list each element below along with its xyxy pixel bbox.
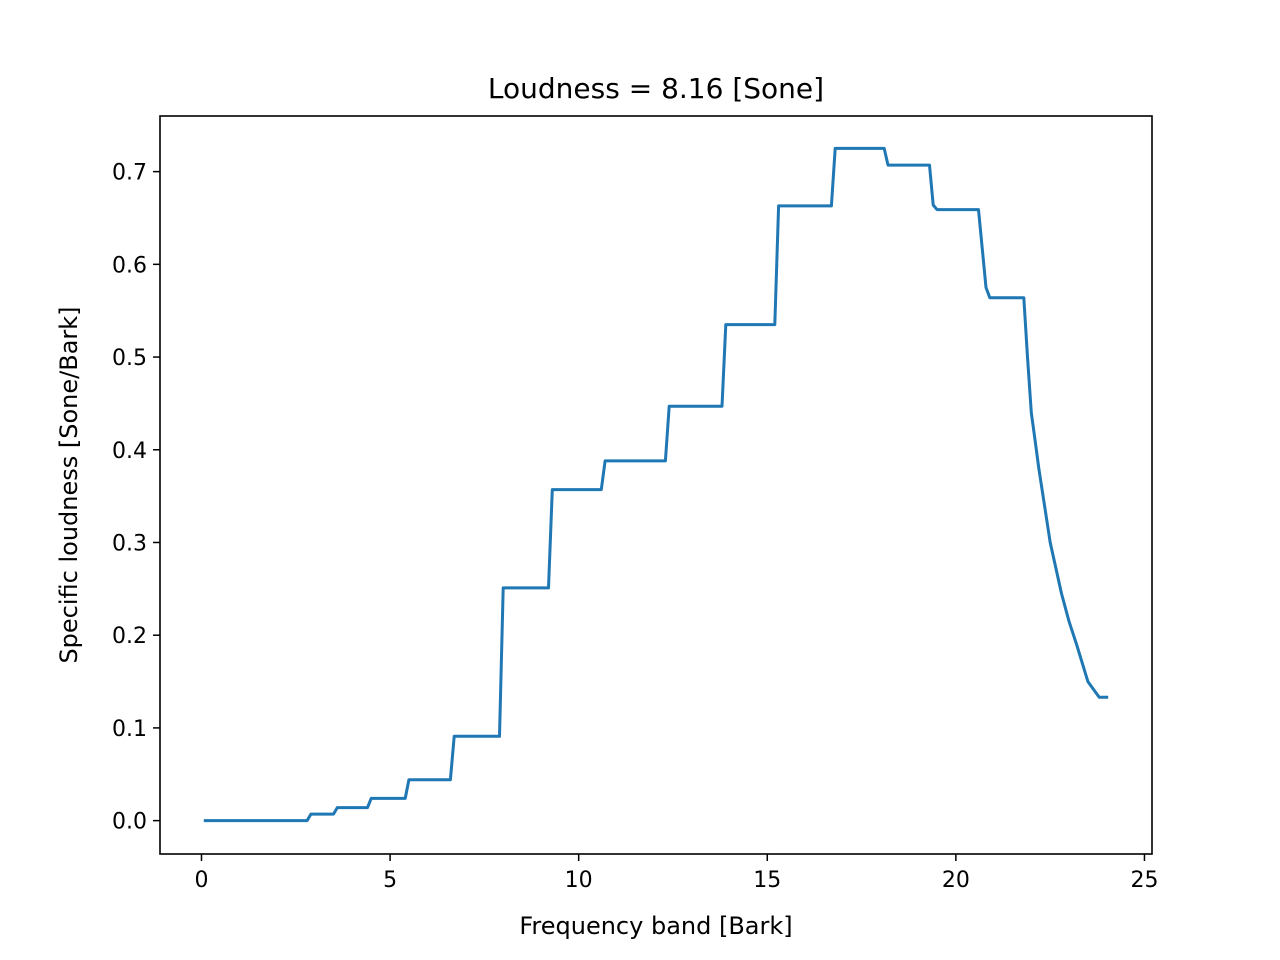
x-tick-label: 20 bbox=[942, 868, 970, 893]
y-tick-label: 0.7 bbox=[112, 161, 147, 186]
y-tick-label: 0.6 bbox=[112, 253, 147, 278]
y-tick-label: 0.4 bbox=[112, 439, 147, 464]
x-tick-label: 0 bbox=[194, 868, 208, 893]
x-tick-label: 5 bbox=[383, 868, 397, 893]
y-axis: 0.0 0.1 0.2 0.3 0.4 0.5 0.6 0.7 bbox=[112, 161, 160, 835]
x-tick-label: 15 bbox=[753, 868, 781, 893]
y-tick-label: 0.2 bbox=[112, 624, 147, 649]
chart-title: Loudness = 8.16 [Sone] bbox=[488, 72, 824, 105]
y-axis-label: Specific loudness [Sone/Bark] bbox=[55, 306, 83, 663]
plot-area bbox=[159, 115, 1153, 855]
y-tick-label: 0.0 bbox=[112, 810, 147, 835]
series-line bbox=[203, 146, 1109, 823]
x-tick-label: 25 bbox=[1130, 868, 1158, 893]
x-axis: 0 5 10 15 20 25 bbox=[194, 854, 1158, 893]
x-tick-label: 10 bbox=[565, 868, 593, 893]
y-tick-label: 0.3 bbox=[112, 531, 147, 556]
x-axis-label: Frequency band [Bark] bbox=[519, 912, 792, 940]
y-tick-label: 0.5 bbox=[112, 346, 147, 371]
y-tick-label: 0.1 bbox=[112, 717, 147, 742]
axes-frame bbox=[159, 115, 1153, 855]
